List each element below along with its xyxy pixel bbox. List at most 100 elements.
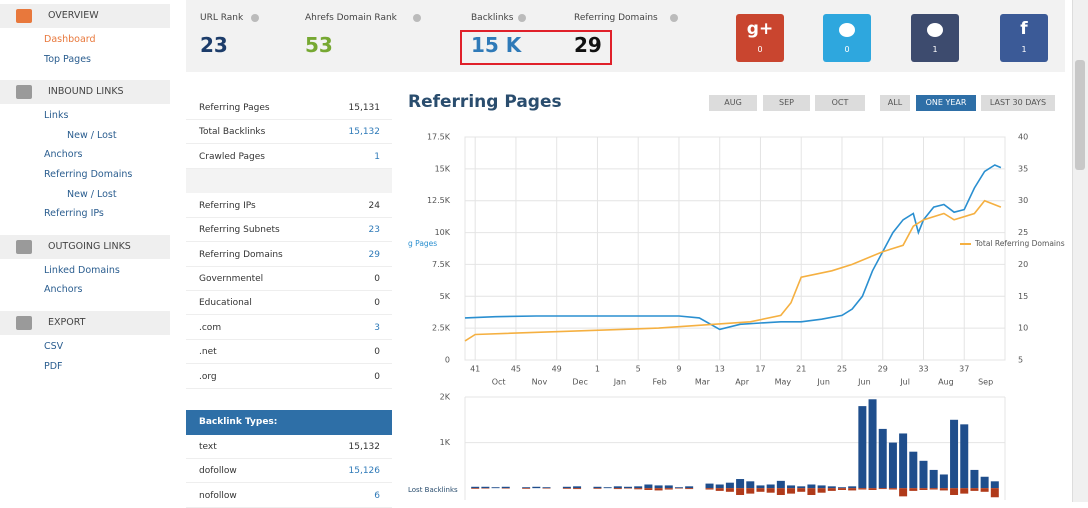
bar xyxy=(746,488,754,493)
bar xyxy=(889,443,897,489)
y2-tick-label: 40 xyxy=(1018,133,1028,142)
bar xyxy=(543,487,551,488)
x-tick-label: 25 xyxy=(837,365,847,374)
bar xyxy=(807,488,815,495)
legend-label: Total Referring Domains xyxy=(974,239,1065,248)
bar xyxy=(644,488,652,490)
bar xyxy=(492,487,500,488)
series-line xyxy=(465,165,1001,329)
y-tick-label: 15K xyxy=(435,164,451,173)
bar xyxy=(532,487,540,488)
bar xyxy=(838,487,846,488)
bar xyxy=(879,488,887,489)
x-tick-label: 37 xyxy=(959,365,969,374)
bar xyxy=(736,488,744,495)
bar xyxy=(869,399,877,488)
bar xyxy=(522,487,530,488)
bar xyxy=(909,488,917,491)
x-tick-label: 49 xyxy=(552,365,562,374)
bar xyxy=(716,485,724,489)
bar xyxy=(685,488,693,489)
bar xyxy=(767,488,775,493)
bar xyxy=(807,485,815,489)
y-tick-label: 17.5K xyxy=(427,133,451,142)
bar xyxy=(563,488,571,489)
x-tick-label: Jun xyxy=(816,378,830,387)
x-tick-label: Sep xyxy=(978,378,993,387)
bar xyxy=(838,488,846,490)
x-tick-label: 5 xyxy=(636,365,641,374)
bar xyxy=(787,488,795,493)
x-tick-label: Nov xyxy=(532,378,548,387)
series-label: Lost Backlinks xyxy=(408,486,458,494)
x-tick-label: May xyxy=(775,378,792,387)
bar xyxy=(736,479,744,488)
x-tick-label: 45 xyxy=(511,365,521,374)
x-tick-label: Mar xyxy=(695,378,711,387)
x-tick-label: Jan xyxy=(613,378,626,387)
bar xyxy=(624,487,632,488)
bar xyxy=(726,483,734,488)
bar xyxy=(706,488,714,489)
bar xyxy=(818,488,826,493)
y-tick-label: 10K xyxy=(435,228,451,237)
y-tick-label: 2K xyxy=(440,393,451,402)
bar xyxy=(685,486,693,488)
bar xyxy=(970,488,978,491)
bar xyxy=(889,488,897,489)
x-tick-label: Jun xyxy=(857,378,871,387)
bar xyxy=(665,488,673,489)
x-tick-label: Oct xyxy=(492,378,506,387)
bar xyxy=(858,488,866,489)
bar xyxy=(909,452,917,488)
bar xyxy=(665,485,673,488)
bar xyxy=(991,481,999,488)
x-tick-label: 17 xyxy=(755,365,765,374)
bar xyxy=(879,429,887,488)
y-tick-label: 7.5K xyxy=(432,260,451,269)
x-tick-label: Feb xyxy=(653,378,667,387)
bar xyxy=(797,488,805,492)
bar xyxy=(970,470,978,488)
x-tick-label: 9 xyxy=(676,365,681,374)
bar xyxy=(981,488,989,492)
bar xyxy=(756,488,764,492)
plot-area xyxy=(465,137,1005,360)
bar xyxy=(675,487,683,488)
bar xyxy=(767,485,775,489)
x-tick-label: 41 xyxy=(470,365,480,374)
y2-tick-label: 20 xyxy=(1018,260,1028,269)
x-tick-label: 33 xyxy=(918,365,928,374)
bar xyxy=(919,488,927,490)
bar xyxy=(869,488,877,490)
bar xyxy=(787,485,795,488)
series-label: g Pages xyxy=(408,239,437,248)
y2-tick-label: 5 xyxy=(1018,356,1023,365)
bar xyxy=(777,481,785,488)
bar xyxy=(573,488,581,489)
bar xyxy=(991,488,999,497)
bar xyxy=(960,424,968,488)
x-tick-label: Jul xyxy=(899,378,910,387)
bar xyxy=(818,485,826,488)
bar xyxy=(930,488,938,489)
bar xyxy=(655,488,663,490)
bar xyxy=(726,488,734,492)
bar xyxy=(981,477,989,488)
bar xyxy=(634,486,642,488)
y2-tick-label: 25 xyxy=(1018,228,1028,237)
bar xyxy=(950,420,958,488)
bar xyxy=(930,470,938,488)
bar xyxy=(950,488,958,495)
bar xyxy=(481,487,489,488)
bar xyxy=(502,487,510,488)
y-tick-label: 2.5K xyxy=(432,324,451,333)
bar xyxy=(522,488,530,489)
bar xyxy=(899,488,907,496)
x-tick-label: 21 xyxy=(796,365,806,374)
bar xyxy=(899,433,907,488)
bar xyxy=(471,488,479,489)
bar xyxy=(471,487,479,488)
